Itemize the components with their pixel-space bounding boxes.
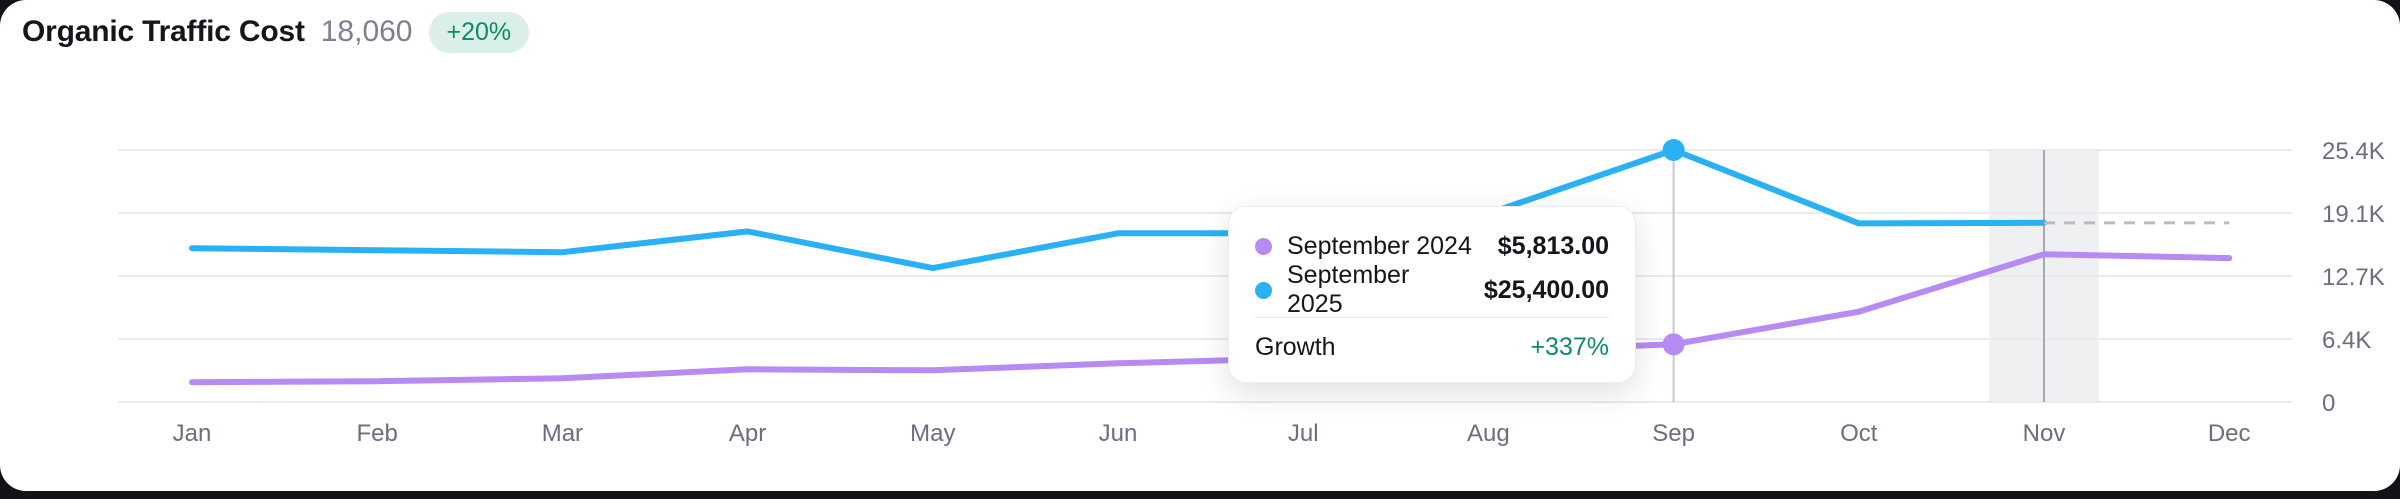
card-header: Organic Traffic Cost 18,060 +20% [22, 12, 530, 53]
x-tick-label: Dec [2208, 420, 2251, 447]
tooltip-series-value: $5,813.00 [1497, 231, 1609, 260]
growth-badge: +20% [428, 12, 530, 53]
tooltip-growth-row: Growth +337% [1255, 328, 1609, 366]
tooltip-series-value: $25,400.00 [1483, 275, 1609, 304]
x-tick-label: Apr [729, 420, 766, 447]
growth-value: +337% [1530, 332, 1609, 361]
x-tick-label: Jun [1099, 420, 1138, 447]
tooltip-row-2025: September 2025 $25,400.00 [1255, 261, 1609, 318]
x-tick-label: Jan [173, 420, 212, 447]
series-2025-dot-icon [1255, 281, 1272, 299]
series-2024-dot-icon [1255, 237, 1272, 255]
series-line-september-2024[interactable] [189, 251, 2233, 386]
y-tick-label: 19.1K [2322, 201, 2385, 228]
x-tick-label: Feb [357, 420, 398, 447]
tooltip-row-2024: September 2024 $5,813.00 [1255, 227, 1609, 265]
x-tick-label: Jul [1288, 420, 1319, 447]
x-tick-label: Nov [2023, 420, 2066, 447]
series-line-september-2025[interactable] [189, 147, 2047, 272]
chart-tooltip: September 2024 $5,813.00 September 2025 … [1228, 206, 1636, 383]
x-tick-label: May [910, 420, 955, 447]
page-title: Organic Traffic Cost [22, 15, 305, 49]
growth-label: Growth [1255, 332, 1336, 361]
x-tick-label: Mar [542, 420, 583, 447]
tooltip-series-label: September 2024 [1287, 231, 1472, 260]
tooltip-series-label: September 2025 [1287, 261, 1410, 318]
metric-value: 18,060 [320, 15, 413, 49]
y-tick-label: 25.4K [2322, 138, 2385, 165]
tooltip-divider [1255, 317, 1609, 318]
hover-point-september-2024 [1662, 333, 1685, 356]
y-tick-label: 12.7K [2322, 264, 2385, 291]
x-tick-label: Oct [1840, 420, 1878, 447]
y-tick-label: 6.4K [2322, 327, 2371, 354]
y-tick-label: 0 [2322, 390, 2335, 417]
x-tick-label: Aug [1467, 420, 1510, 447]
x-tick-label: Sep [1652, 420, 1695, 447]
hover-point-september-2025 [1662, 139, 1685, 161]
